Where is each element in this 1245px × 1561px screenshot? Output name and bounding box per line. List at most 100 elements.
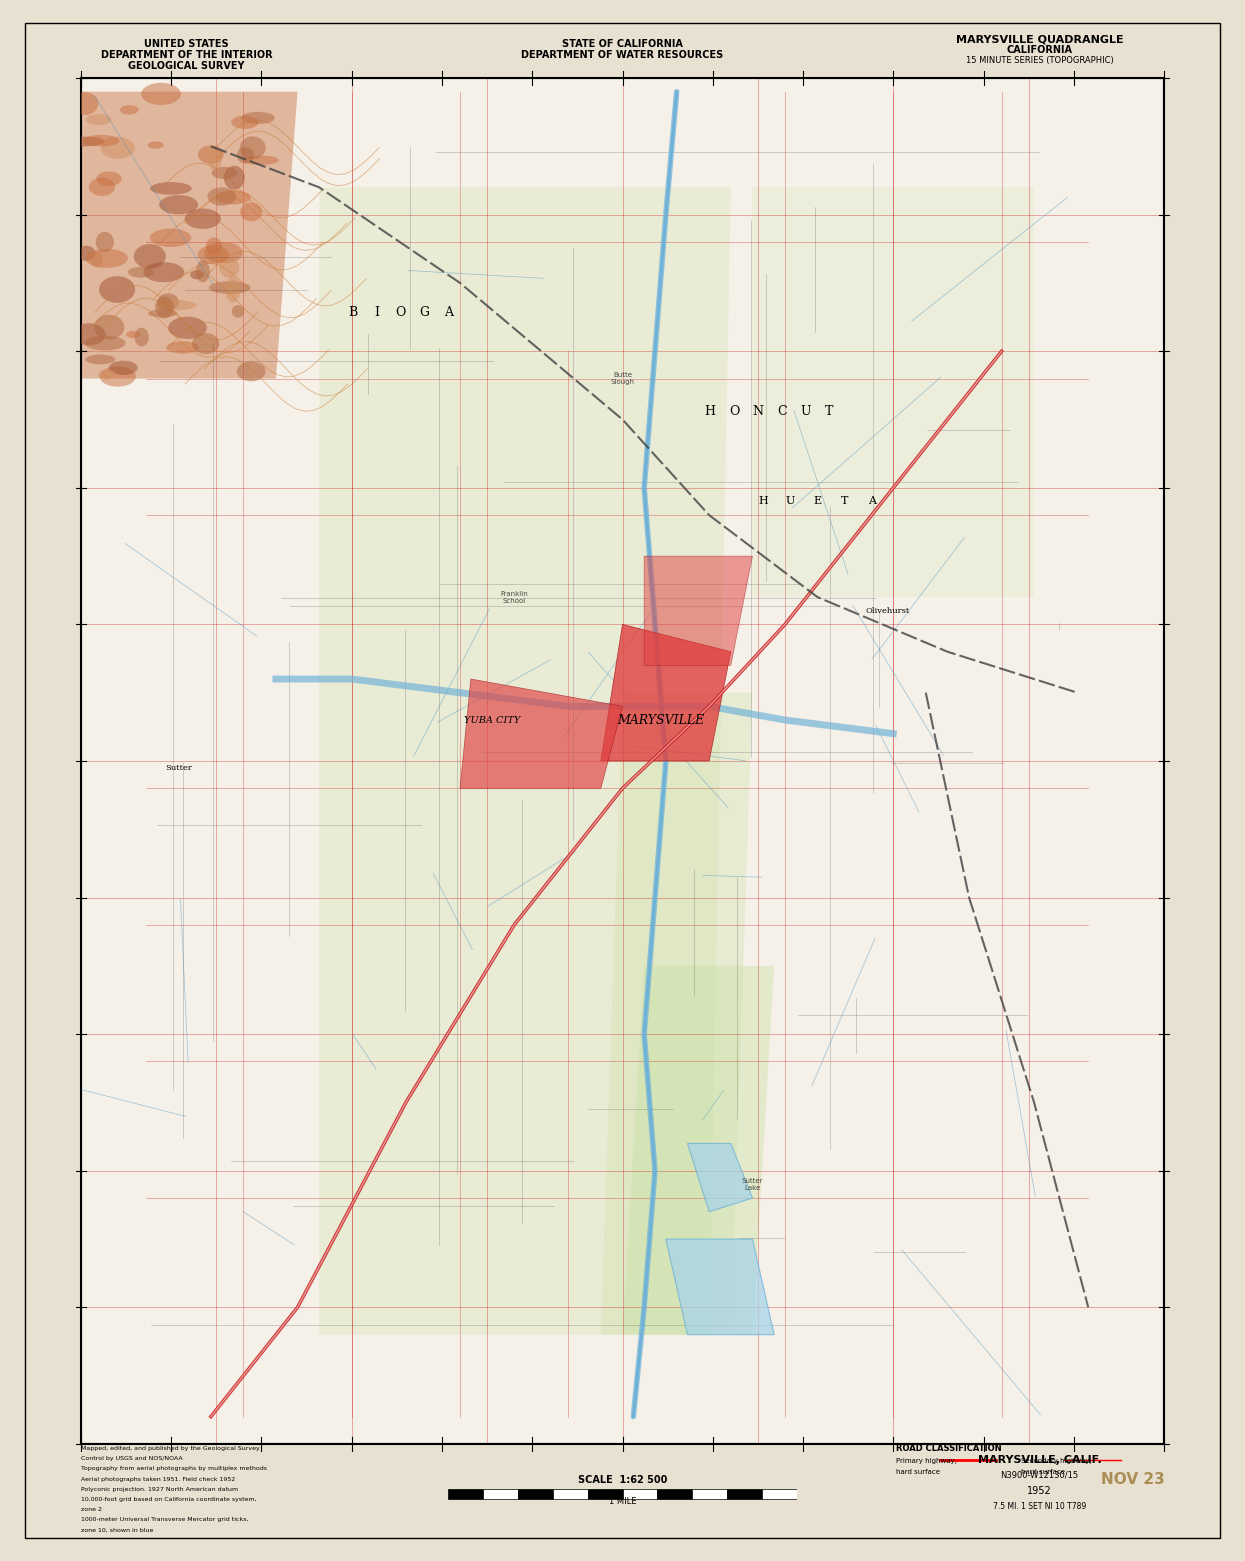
Ellipse shape	[157, 293, 179, 311]
Text: 7.5 MI. 1 SET NI 10 T789: 7.5 MI. 1 SET NI 10 T789	[994, 1502, 1086, 1511]
Ellipse shape	[219, 258, 239, 278]
Text: E: E	[813, 496, 822, 506]
Text: N: N	[752, 404, 763, 418]
Text: SCALE  1:62 500: SCALE 1:62 500	[578, 1475, 667, 1485]
Ellipse shape	[156, 297, 174, 318]
Ellipse shape	[225, 276, 240, 303]
Ellipse shape	[190, 270, 204, 279]
Ellipse shape	[100, 367, 136, 387]
Ellipse shape	[143, 262, 184, 283]
Ellipse shape	[72, 323, 106, 345]
Ellipse shape	[212, 167, 237, 180]
Text: H: H	[758, 496, 768, 506]
Text: Secondary highway,: Secondary highway,	[1021, 1458, 1092, 1464]
Ellipse shape	[91, 251, 102, 268]
Bar	[518, 1489, 553, 1499]
Text: DEPARTMENT OF THE INTERIOR: DEPARTMENT OF THE INTERIOR	[101, 50, 273, 59]
Text: CALIFORNIA: CALIFORNIA	[1006, 45, 1073, 55]
Ellipse shape	[86, 248, 128, 268]
Ellipse shape	[209, 281, 250, 293]
Polygon shape	[601, 624, 731, 762]
Ellipse shape	[85, 354, 116, 364]
Text: MARYSVILLE QUADRANGLE: MARYSVILLE QUADRANGLE	[956, 34, 1123, 44]
Ellipse shape	[232, 304, 244, 318]
Bar	[657, 1489, 692, 1499]
Text: 1952: 1952	[1027, 1486, 1052, 1495]
Ellipse shape	[101, 137, 134, 159]
Ellipse shape	[237, 147, 254, 164]
Polygon shape	[752, 187, 1035, 598]
Ellipse shape	[148, 309, 177, 317]
Ellipse shape	[195, 261, 209, 283]
Ellipse shape	[128, 267, 154, 278]
Ellipse shape	[224, 165, 245, 189]
Ellipse shape	[198, 145, 224, 164]
Ellipse shape	[120, 105, 138, 114]
Text: hard surface: hard surface	[896, 1469, 940, 1475]
Ellipse shape	[192, 332, 219, 354]
Text: YUBA CITY: YUBA CITY	[464, 715, 520, 724]
Text: Sutter: Sutter	[166, 763, 192, 771]
Text: Sutter
Lake: Sutter Lake	[742, 1179, 763, 1191]
Text: 1 MILE: 1 MILE	[609, 1497, 636, 1506]
Bar	[483, 1489, 518, 1499]
Text: T: T	[825, 404, 834, 418]
Text: MARYSVILLE, CALIF.: MARYSVILLE, CALIF.	[977, 1455, 1102, 1464]
Text: 15 MINUTE SERIES (TOPOGRAPHIC): 15 MINUTE SERIES (TOPOGRAPHIC)	[966, 56, 1113, 66]
Text: STATE OF CALIFORNIA: STATE OF CALIFORNIA	[561, 39, 684, 48]
Polygon shape	[687, 1143, 752, 1211]
Text: A: A	[868, 496, 875, 506]
Text: NOV 23: NOV 23	[1101, 1472, 1165, 1488]
Bar	[727, 1489, 762, 1499]
Polygon shape	[644, 556, 752, 665]
Ellipse shape	[93, 315, 125, 339]
Bar	[588, 1489, 622, 1499]
Text: Polyconic projection. 1927 North American datum: Polyconic projection. 1927 North America…	[81, 1486, 238, 1492]
Ellipse shape	[96, 172, 122, 186]
Text: Primary highway,: Primary highway,	[896, 1458, 957, 1464]
Ellipse shape	[215, 190, 251, 204]
Text: zone 2: zone 2	[81, 1506, 102, 1513]
Ellipse shape	[168, 317, 207, 339]
Text: Aerial photographs taken 1951. Field check 1952: Aerial photographs taken 1951. Field che…	[81, 1477, 235, 1481]
Polygon shape	[601, 693, 752, 1335]
Text: Mapped, edited, and published by the Geological Survey: Mapped, edited, and published by the Geo…	[81, 1445, 260, 1452]
Text: U: U	[801, 404, 810, 418]
Text: G: G	[420, 306, 430, 320]
Ellipse shape	[243, 156, 279, 165]
Polygon shape	[461, 679, 622, 788]
Ellipse shape	[77, 245, 96, 261]
Bar	[762, 1489, 797, 1499]
Ellipse shape	[149, 183, 192, 195]
Ellipse shape	[108, 361, 138, 375]
Text: O: O	[395, 306, 406, 320]
Ellipse shape	[141, 83, 181, 105]
Ellipse shape	[159, 195, 198, 214]
Ellipse shape	[240, 136, 265, 159]
Ellipse shape	[148, 142, 164, 148]
Ellipse shape	[86, 114, 112, 125]
Bar	[553, 1489, 588, 1499]
Polygon shape	[666, 1239, 774, 1335]
Text: hard surface: hard surface	[1021, 1469, 1064, 1475]
Ellipse shape	[184, 209, 220, 229]
Ellipse shape	[96, 233, 115, 253]
Text: UNITED STATES: UNITED STATES	[144, 39, 229, 48]
Ellipse shape	[126, 331, 141, 339]
Bar	[622, 1489, 657, 1499]
Ellipse shape	[242, 112, 275, 123]
Ellipse shape	[134, 328, 148, 347]
Text: C: C	[777, 404, 787, 418]
Text: Butte
Slough: Butte Slough	[610, 372, 635, 386]
Polygon shape	[319, 187, 731, 1335]
Ellipse shape	[167, 342, 199, 354]
Text: 1000-meter Universal Transverse Mercator grid ticks,: 1000-meter Universal Transverse Mercator…	[81, 1517, 249, 1522]
Bar	[448, 1489, 483, 1499]
Polygon shape	[622, 966, 774, 1335]
Text: I: I	[375, 306, 380, 320]
Text: DEPARTMENT OF WATER RESOURCES: DEPARTMENT OF WATER RESOURCES	[522, 50, 723, 59]
Text: T: T	[840, 496, 848, 506]
Text: U: U	[786, 496, 796, 506]
Text: Control by USGS and NOS/NOAA: Control by USGS and NOS/NOAA	[81, 1456, 183, 1461]
Ellipse shape	[65, 137, 105, 147]
